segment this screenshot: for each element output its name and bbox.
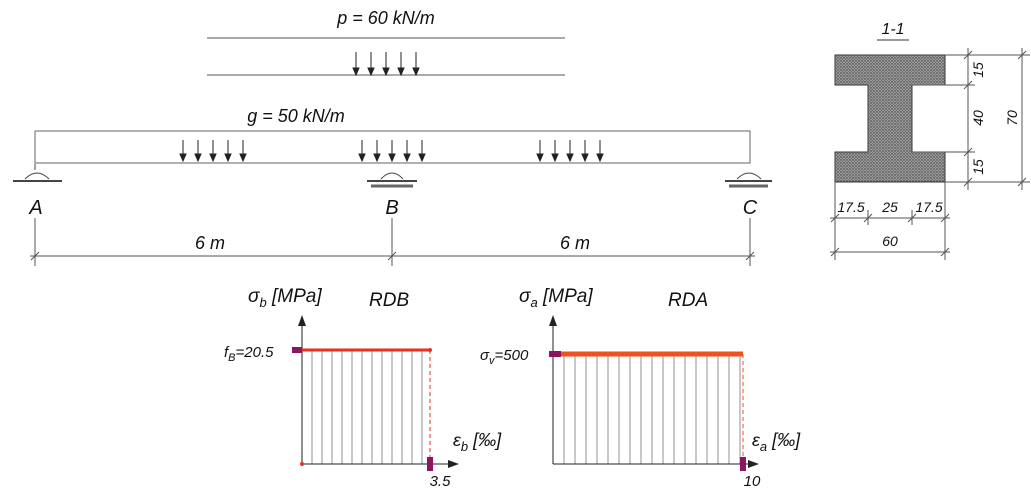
section-title: 1-1 — [881, 21, 904, 38]
dim-left-flange: 17.5 — [837, 199, 864, 215]
concrete-hatch — [311, 350, 423, 464]
span-2-label: 6 m — [560, 233, 590, 253]
span-dimension — [30, 218, 755, 266]
steel-title: RDA — [668, 290, 708, 311]
support-a-label: A — [28, 197, 42, 219]
steel-x-axis-label: εa [‰] — [752, 430, 801, 454]
concrete-y-axis-label: σb [MPa] — [248, 286, 322, 310]
concrete-diagram — [292, 315, 459, 471]
section-vertical-dims — [912, 48, 1030, 190]
steel-x-arrow — [748, 460, 759, 468]
concrete-strength-label: fB=20.5 — [224, 344, 274, 364]
steel-strain-marker — [740, 457, 746, 471]
live-load-arrows — [352, 52, 420, 77]
steel-diagram — [549, 315, 759, 471]
support-c-label: C — [743, 197, 758, 219]
concrete-strain-marker — [427, 457, 433, 471]
concrete-y-arrow — [298, 315, 306, 326]
i-section — [834, 54, 946, 183]
section-horizontal-dims — [830, 182, 950, 260]
dim-top-flange: 15 — [970, 62, 986, 78]
dim-total-width: 60 — [882, 233, 898, 249]
support-c — [725, 172, 772, 188]
dim-web-width: 25 — [881, 199, 898, 215]
steel-hatch — [563, 354, 741, 464]
concrete-origin-point — [300, 462, 304, 466]
live-load-band: p = 60 kN/m — [207, 8, 565, 77]
support-a — [13, 164, 62, 182]
concrete-x-arrow — [448, 460, 459, 468]
steel-y-axis-label: σa [MPa] — [519, 286, 593, 310]
steel-y-arrow — [549, 315, 557, 326]
support-b-label: B — [385, 197, 398, 219]
dim-bottom-flange: 15 — [970, 159, 986, 175]
concrete-end-point — [428, 348, 432, 352]
steel-ultimate-strain: 10 — [744, 473, 761, 490]
dim-right-flange: 17.5 — [915, 199, 942, 215]
steel-yield-label: σv=500 — [480, 347, 529, 367]
support-b — [367, 172, 417, 188]
dead-load-label: g = 50 kN/m — [247, 106, 345, 126]
concrete-title: RDB — [369, 290, 409, 311]
concrete-ultimate-strain: 3.5 — [430, 473, 452, 490]
dim-web-height: 40 — [970, 110, 986, 126]
steel-yield-marker — [549, 351, 561, 357]
concrete-x-axis-label: εb [‰] — [453, 430, 502, 454]
dead-load-arrows — [179, 140, 604, 163]
span-1-label: 6 m — [195, 233, 225, 253]
concrete-strength-marker — [292, 347, 302, 353]
dim-total-height: 70 — [1004, 110, 1020, 126]
live-load-label: p = 60 kN/m — [336, 8, 435, 28]
